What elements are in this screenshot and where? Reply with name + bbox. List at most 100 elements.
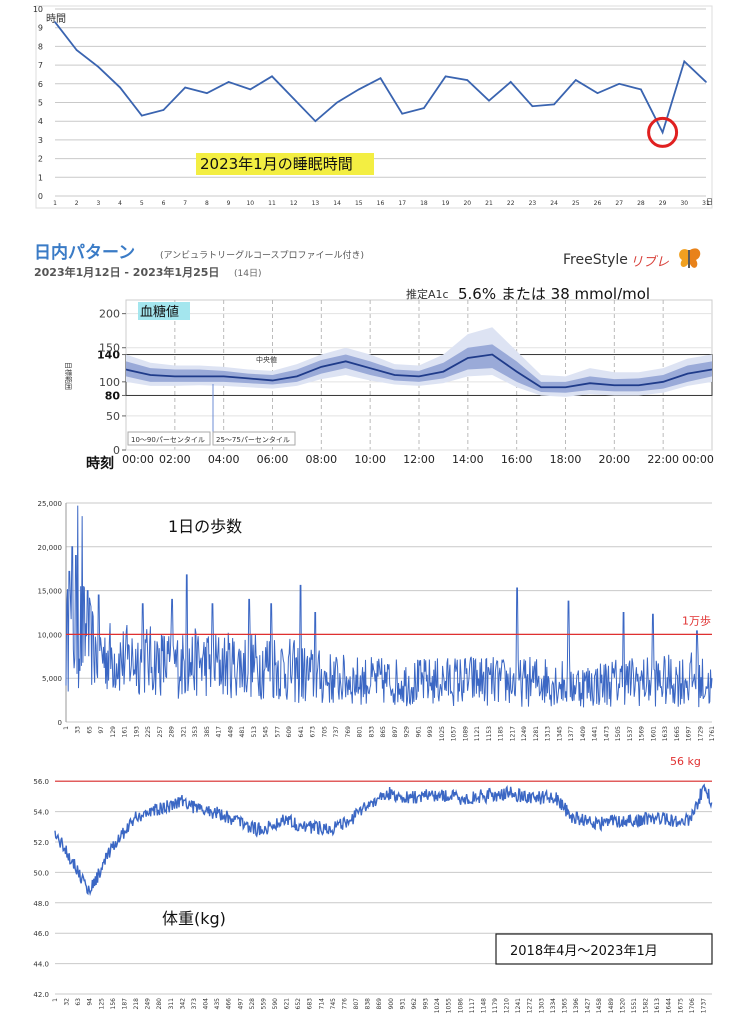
weight-xtick: 1582	[643, 998, 650, 1013]
sleep-point	[509, 81, 512, 83]
weight-xtick: 1365	[561, 998, 568, 1013]
steps-xtick: 449	[227, 726, 234, 738]
steps-xtick: 65	[86, 726, 93, 734]
steps-series-line	[65, 505, 713, 708]
glucose-ytick: 150	[99, 342, 120, 355]
sleep-xtick: 3	[96, 200, 100, 207]
sleep-xtick: 14	[333, 200, 341, 207]
weight-xtick: 1303	[538, 998, 545, 1013]
steps-chart: 0 5,000 10,000 15,000 20,000 25,000 1万歩 1 33 65…	[38, 500, 717, 741]
weight-xtick: 807	[353, 998, 360, 1010]
sleep-point	[75, 49, 78, 51]
weight-xtick: 714	[318, 998, 325, 1010]
glucose-xtick: 22:00	[647, 453, 679, 466]
sleep-xtick: 20	[463, 200, 471, 207]
sleep-xtick: 11	[268, 200, 276, 207]
weight-ytick: 56.0	[33, 778, 49, 786]
glucose-panel-label: 血糖値	[140, 304, 179, 320]
steps-xtick: 1121	[474, 726, 481, 741]
weight-xtick: 342	[179, 998, 186, 1010]
steps-xtick: 1185	[498, 726, 505, 741]
sleep-ytick: 9	[38, 24, 43, 33]
sleep-xtick: 8	[205, 200, 209, 207]
weight-xtick: 776	[341, 998, 348, 1010]
glucose-ytick: 200	[99, 308, 120, 321]
weight-xtick: 1024	[434, 998, 441, 1013]
steps-xtick: 1537	[627, 726, 634, 741]
sleep-title-highlight	[196, 153, 374, 175]
sleep-xtick: 19	[442, 200, 450, 207]
weight-xtick: 1458	[596, 998, 603, 1013]
sleep-xtick: 30	[680, 200, 688, 207]
sleep-ytick: 1	[38, 173, 43, 182]
weight-xtick: 745	[330, 998, 337, 1010]
weight-xtick: 125	[98, 998, 105, 1010]
sleep-point	[141, 114, 143, 117]
steps-xtick: 1377	[568, 726, 575, 741]
steps-xtick: 673	[310, 726, 317, 738]
steps-xtick: 225	[145, 726, 152, 738]
steps-ytick: 15,000	[38, 588, 63, 596]
weight-xtick: 218	[133, 998, 140, 1010]
weight-xtick: 156	[110, 998, 117, 1010]
steps-xtick: 129	[110, 726, 117, 738]
sleep-xtick: 23	[529, 200, 537, 207]
sleep-xtick: 5	[140, 200, 144, 207]
weight-xtick: 838	[365, 998, 372, 1010]
weight-note-box	[495, 933, 713, 965]
weight-xtick: 373	[191, 998, 198, 1010]
weight-ytick: 48.0	[33, 900, 49, 908]
steps-xtick: 1281	[533, 726, 540, 741]
sleep-point	[444, 75, 447, 78]
weight-xtick: 1644	[666, 998, 673, 1013]
weight-ytick: 44.0	[33, 961, 49, 969]
weight-series-line	[54, 783, 713, 897]
glucose-xtick: 18:00	[550, 453, 582, 466]
steps-xtick: 609	[286, 726, 293, 738]
steps-xtick: 289	[169, 726, 176, 738]
sleep-xtick: 10	[246, 200, 254, 207]
steps-xtick: 321	[180, 726, 187, 738]
sleep-ylabel: 時間	[46, 13, 66, 25]
steps-xtick: 833	[368, 726, 375, 738]
steps-xtick: 577	[274, 726, 281, 738]
sleep-point	[618, 83, 620, 85]
weight-ytick: 50.0	[33, 869, 49, 877]
steps-xtick: 1441	[592, 726, 599, 741]
weight-xtick: 559	[260, 998, 267, 1010]
sleep-point	[227, 81, 230, 83]
butterfly-icon	[679, 248, 701, 268]
weight-chart-panel: 42.0 44.0 46.0 48.0 50.0 52.0 54.0 56.0 56 kg 1…	[0, 755, 748, 1024]
glucose-xtick: 02:00	[159, 453, 191, 466]
weight-xtick: 1272	[527, 998, 534, 1013]
weight-ytick: 46.0	[33, 930, 49, 938]
weight-xtick: 94	[87, 998, 94, 1006]
legend-inner: 25〜75パーセンタイル	[216, 435, 290, 444]
weight-xtick: 683	[307, 998, 314, 1010]
sleep-ytick: 5	[38, 99, 43, 108]
steps-xtick: 1697	[686, 726, 693, 741]
weight-xtick: 1117	[469, 998, 476, 1013]
weight-xtick: 435	[214, 998, 221, 1010]
sleep-xtick: 1	[53, 200, 57, 207]
sleep-xtick: 31	[702, 200, 710, 207]
sleep-chart-panel: 0 1 2 3 4 5 6 7 8 9 10 1 2 3 4 5 6 7 8 9 10 11 12 13 14 15 16 17 18…	[0, 0, 748, 212]
glucose-ytick: 50	[106, 410, 120, 423]
weight-xtick: 1737	[700, 998, 707, 1013]
glucose-xtick: 06:00	[257, 453, 289, 466]
sleep-xtick: 26	[594, 200, 602, 207]
steps-xtick: 1057	[451, 726, 458, 741]
weight-ytick: 54.0	[33, 809, 49, 817]
weight-xtick: 1551	[631, 998, 638, 1013]
target-label: 目標範囲	[64, 362, 73, 390]
sleep-point	[423, 107, 425, 109]
weight-xtick: 962	[411, 998, 418, 1010]
steps-xtick: 1345	[556, 726, 563, 741]
glucose-date-range: 2023年1月12日 - 2023年1月25日	[34, 265, 219, 279]
steps-xtick: 897	[392, 726, 399, 738]
steps-chart-panel: 0 5,000 10,000 15,000 20,000 25,000 1万歩 1 33 65…	[0, 488, 748, 754]
sleep-point	[314, 120, 317, 122]
steps-ytick: 0	[58, 719, 62, 727]
sleep-ytick: 10	[33, 5, 43, 14]
